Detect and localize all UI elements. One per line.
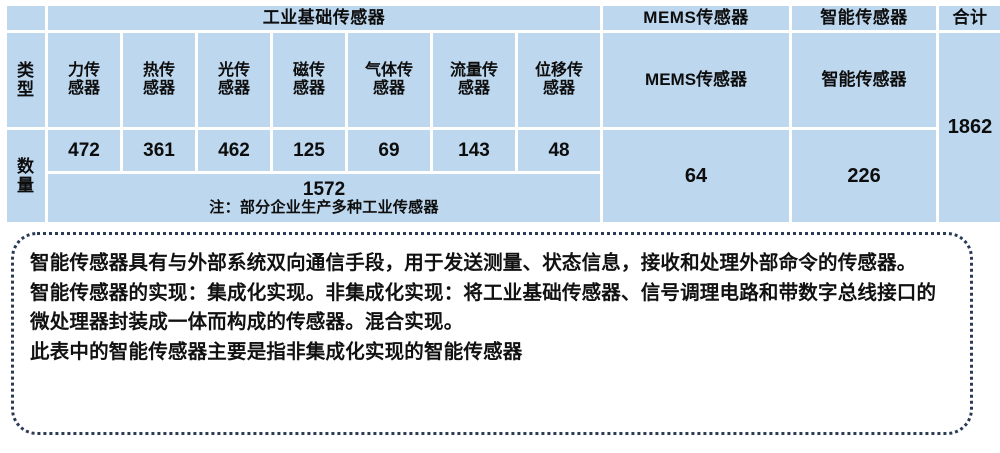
category-line-2: 感器 — [217, 80, 250, 97]
row-label-quantity-char-1: 数 — [17, 156, 35, 176]
row-label-type-char-1: 类 — [17, 60, 35, 80]
category-line-1: 热传 — [142, 62, 175, 80]
quantity-cell-smart: 226 — [792, 130, 937, 222]
category-cell-thermal: 热传 感器 — [123, 33, 195, 127]
category-cell-displacement: 位移传 感器 — [518, 33, 601, 127]
category-line-2: 感器 — [142, 80, 175, 97]
category-line-1: 磁传 — [292, 62, 325, 80]
category-line-1: 位移传 — [535, 62, 584, 80]
industrial-subtotal-cell: 1572 注：部分企业生产多种工业传感器 — [48, 174, 601, 222]
quantity-cell-optical: 462 — [198, 130, 270, 171]
note-paragraph-3: 此表中的智能传感器主要是指非集成化实现的智能传感器 — [30, 340, 523, 363]
category-line-2: 感器 — [457, 80, 490, 97]
quantity-cell-mems: 64 — [603, 130, 790, 222]
header-corner-empty — [7, 6, 45, 30]
header-group-industrial-basic: 工业基础传感器 — [48, 6, 601, 30]
subtotal-note-text: 注：部分企业生产多种工业传感器 — [209, 199, 439, 217]
category-line-1: 力传 — [67, 62, 100, 80]
quantity-cell-thermal: 361 — [123, 130, 195, 171]
category-line-1: 光传 — [217, 62, 250, 80]
category-line-2: 感器 — [372, 80, 405, 97]
category-cell-gas: 气体传 感器 — [348, 33, 430, 127]
category-line-2: 感器 — [292, 80, 325, 97]
category-cell-optical: 光传 感器 — [198, 33, 270, 127]
category-cell-force: 力传 感器 — [48, 33, 120, 127]
quantity-cell-magnetic: 125 — [273, 130, 345, 171]
quantity-cell-force: 472 — [48, 130, 120, 171]
table-header-row: 工业基础传感器 MEMS传感器 智能传感器 合计 — [7, 6, 1000, 30]
table-row-subtotal: 1572 注：部分企业生产多种工业传感器 — [7, 174, 1000, 222]
grand-total-cell: 1862 — [939, 33, 1000, 222]
header-group-mems: MEMS传感器 — [603, 6, 790, 30]
sensor-statistics-table: 工业基础传感器 MEMS传感器 智能传感器 合计 类 型 力传 感器 热传 感器… — [4, 3, 1000, 225]
header-group-smart: 智能传感器 — [792, 6, 937, 30]
row-label-quantity: 数 量 — [7, 130, 45, 222]
category-cell-smart: 智能传感器 — [792, 33, 937, 127]
category-cell-flow: 流量传 感器 — [433, 33, 515, 127]
category-line-1: 气体传 — [364, 62, 413, 80]
header-group-total: 合计 — [939, 6, 1000, 30]
category-line-2: 感器 — [543, 80, 576, 97]
definition-note-box: 智能传感器具有与外部系统双向通信手段，用于发送测量、状态信息，接收和处理外部命令… — [11, 232, 973, 435]
category-line-1: 流量传 — [449, 62, 498, 80]
quantity-cell-displacement: 48 — [518, 130, 601, 171]
row-label-type-char-2: 型 — [17, 80, 35, 99]
row-label-quantity-char-2: 量 — [17, 176, 35, 195]
quantity-cell-flow: 143 — [433, 130, 515, 171]
note-paragraph-1: 智能传感器具有与外部系统双向通信手段，用于发送测量、状态信息，接收和处理外部命令… — [30, 252, 917, 274]
category-cell-magnetic: 磁传 感器 — [273, 33, 345, 127]
category-cell-mems: MEMS传感器 — [603, 33, 790, 127]
row-label-type: 类 型 — [7, 33, 45, 127]
table-row-type: 类 型 力传 感器 热传 感器 光传 感器 磁传 感器 气体传 感器 流量传 感… — [7, 33, 1000, 222]
industrial-subtotal-value: 1572 — [302, 178, 346, 200]
quantity-cell-gas: 69 — [348, 130, 430, 171]
note-paragraph-2: 智能传感器的实现：集成化实现。非集成化实现：将工业基础传感器、信号调理电路和带数… — [30, 281, 937, 334]
category-line-2: 感器 — [67, 80, 100, 97]
table-row-quantity: 数 量 472 361 462 125 69 143 48 64 226 — [7, 130, 1000, 222]
